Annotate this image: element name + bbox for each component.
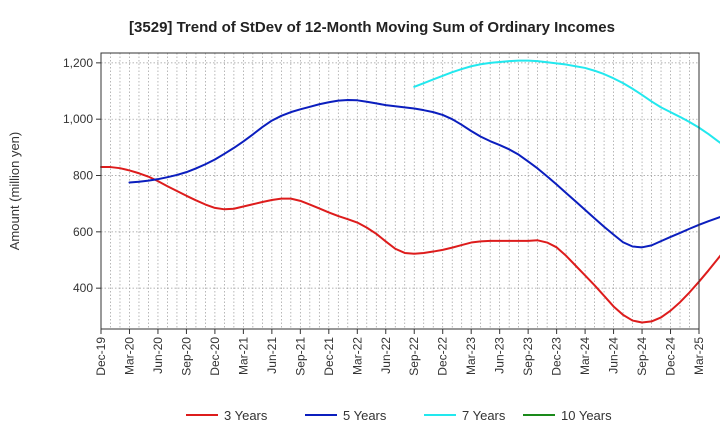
x-tick-label: Sep-21	[293, 337, 307, 376]
x-tick-label: Sep-22	[407, 337, 421, 376]
legend: 3 Years 5 Years 7 Years 10 Years	[186, 408, 612, 423]
x-tick-label: Jun-22	[379, 337, 393, 374]
legend-label-10-years: 10 Years	[561, 408, 612, 423]
x-tick-label: Dec-22	[436, 337, 450, 376]
x-tick-label: Jun-20	[151, 337, 165, 374]
legend-label-5-years: 5 Years	[343, 408, 387, 423]
series-line-3-years	[100, 166, 720, 324]
plot-area-frame	[100, 52, 700, 330]
x-tick-label: Mar-20	[122, 337, 136, 375]
legend-label-7-years: 7 Years	[462, 408, 506, 423]
x-tick-label: Dec-24	[664, 337, 678, 376]
x-tick-label: Dec-20	[208, 337, 222, 376]
series-layer	[100, 59, 720, 324]
y-axis: 400 600 800 1,000 1,200	[63, 56, 101, 295]
x-tick-label: Mar-21	[236, 337, 250, 375]
chart-title: [3529] Trend of StDev of 12-Month Moving…	[129, 19, 615, 36]
series-line-5-years	[128, 99, 720, 249]
y-tick-label: 1,200	[63, 56, 93, 70]
x-axis: Dec-19 Mar-20 Jun-20 Sep-20 Dec-20 Mar-21 Jun-…	[94, 329, 706, 376]
legend-label-3-years: 3 Years	[224, 408, 268, 423]
x-tick-label: Mar-24	[578, 337, 592, 375]
x-tick-label: Mar-25	[692, 337, 706, 375]
y-tick-label: 600	[73, 225, 93, 239]
x-tick-label: Mar-22	[350, 337, 364, 375]
y-tick-label: 800	[73, 169, 93, 183]
y-tick-label: 1,000	[63, 112, 93, 126]
y-axis-label: Amount (million yen)	[7, 132, 22, 251]
x-tick-label: Dec-21	[322, 337, 336, 376]
grid	[101, 53, 699, 329]
x-tick-label: Mar-23	[464, 337, 478, 375]
x-tick-label: Dec-19	[94, 337, 108, 376]
x-tick-label: Jun-23	[493, 337, 507, 374]
x-tick-label: Dec-23	[550, 337, 564, 376]
x-tick-label: Jun-21	[265, 337, 279, 374]
x-tick-label: Sep-23	[521, 337, 535, 376]
x-tick-label: Jun-24	[607, 337, 621, 374]
x-tick-label: Sep-24	[635, 337, 649, 376]
series-line-7-years	[413, 59, 720, 144]
y-tick-label: 400	[73, 281, 93, 295]
x-tick-label: Sep-20	[179, 337, 193, 376]
